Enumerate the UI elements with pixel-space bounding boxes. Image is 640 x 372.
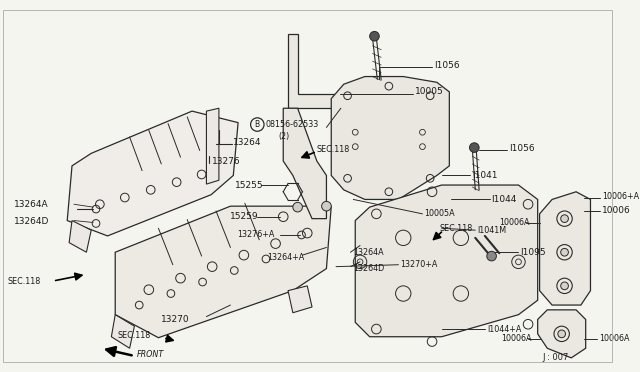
Text: 08156-62533: 08156-62533 bbox=[266, 120, 319, 129]
Circle shape bbox=[561, 282, 568, 290]
Text: SEC.118: SEC.118 bbox=[8, 276, 41, 286]
Text: 10006A: 10006A bbox=[599, 334, 630, 343]
Text: 13264A: 13264A bbox=[15, 200, 49, 209]
Text: 13264A: 13264A bbox=[353, 248, 384, 257]
Circle shape bbox=[275, 208, 292, 225]
Circle shape bbox=[322, 201, 332, 211]
Polygon shape bbox=[284, 108, 326, 219]
Text: 13276+A: 13276+A bbox=[237, 231, 275, 240]
Text: J : 007: J : 007 bbox=[543, 353, 569, 362]
Polygon shape bbox=[332, 77, 449, 199]
Circle shape bbox=[370, 31, 380, 41]
Polygon shape bbox=[69, 221, 92, 252]
Text: I1044: I1044 bbox=[492, 195, 517, 204]
Polygon shape bbox=[67, 111, 238, 236]
Text: SEC.118: SEC.118 bbox=[317, 145, 350, 154]
Polygon shape bbox=[538, 310, 586, 358]
Text: 10006: 10006 bbox=[602, 206, 631, 215]
Text: I1095: I1095 bbox=[520, 248, 546, 257]
Text: 10006+A: 10006+A bbox=[602, 192, 639, 201]
Circle shape bbox=[561, 215, 568, 222]
Text: I1041: I1041 bbox=[472, 171, 498, 180]
Text: 10006A: 10006A bbox=[501, 334, 532, 343]
Text: 13276: 13276 bbox=[212, 157, 241, 167]
Polygon shape bbox=[355, 185, 538, 337]
Text: 13270: 13270 bbox=[161, 315, 190, 324]
Text: (2): (2) bbox=[278, 132, 290, 141]
Text: 15259: 15259 bbox=[230, 212, 259, 221]
Circle shape bbox=[561, 248, 568, 256]
Text: 15255: 15255 bbox=[236, 180, 264, 190]
Text: I1056: I1056 bbox=[509, 144, 534, 153]
Text: B: B bbox=[254, 120, 259, 129]
Text: I1044+A: I1044+A bbox=[487, 324, 521, 334]
Circle shape bbox=[293, 202, 303, 212]
Text: 10005: 10005 bbox=[415, 87, 444, 96]
Circle shape bbox=[487, 251, 497, 261]
Text: 13264+A: 13264+A bbox=[267, 253, 304, 262]
Polygon shape bbox=[115, 206, 332, 338]
Text: 13264D: 13264D bbox=[353, 264, 385, 273]
Text: 10005A: 10005A bbox=[424, 209, 455, 218]
Text: 13264D: 13264D bbox=[15, 217, 50, 226]
Circle shape bbox=[558, 330, 566, 338]
Polygon shape bbox=[540, 192, 591, 305]
Text: 13264: 13264 bbox=[234, 138, 262, 147]
Polygon shape bbox=[288, 34, 341, 108]
Text: SEC.118: SEC.118 bbox=[117, 331, 150, 340]
Polygon shape bbox=[207, 108, 219, 184]
Polygon shape bbox=[111, 315, 134, 348]
Text: 13270+A: 13270+A bbox=[401, 260, 438, 269]
Text: I1056: I1056 bbox=[434, 61, 460, 70]
Text: FRONT: FRONT bbox=[136, 350, 164, 359]
Text: SEC.118: SEC.118 bbox=[440, 224, 473, 233]
Text: I1041M: I1041M bbox=[477, 226, 506, 235]
Circle shape bbox=[470, 143, 479, 153]
Polygon shape bbox=[288, 286, 312, 313]
Text: 10006A: 10006A bbox=[499, 218, 530, 227]
